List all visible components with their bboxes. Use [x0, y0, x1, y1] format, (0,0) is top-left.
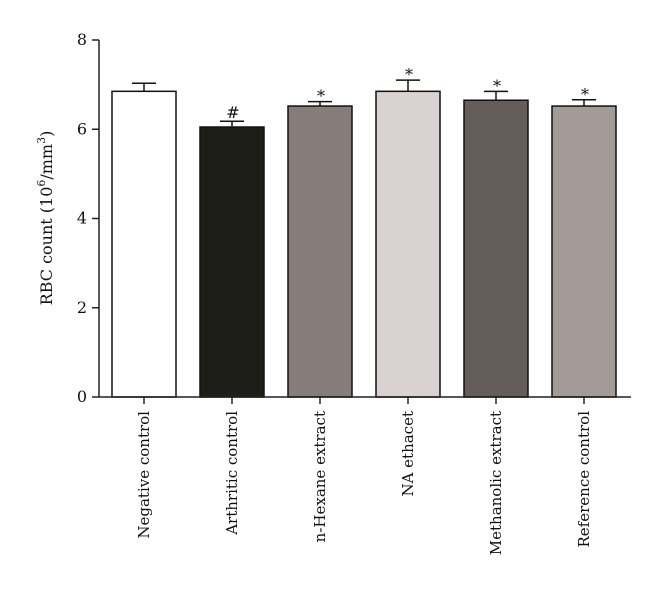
x-category-label: n-Hexane extract — [311, 411, 329, 542]
significance-marker: * — [581, 85, 589, 104]
y-axis-label-exp: 6 — [35, 180, 48, 187]
y-axis-label-unit: /mm — [37, 144, 56, 180]
y-tick-label: 2 — [77, 298, 87, 317]
error-bars-group — [132, 79, 596, 128]
y-axis-label-main: RBC count (10 — [37, 187, 56, 306]
y-axis: 0 2 4 6 8 — [77, 30, 100, 406]
significance-marker: * — [317, 87, 325, 106]
x-axis: Negative control Arthritic control n-Hexan… — [99, 396, 631, 555]
bars-group — [111, 90, 617, 398]
bar — [111, 90, 177, 398]
x-category-label: NA ethacet — [399, 411, 417, 497]
y-tick-label: 4 — [77, 209, 87, 228]
x-category-label: Arthritic control — [223, 411, 241, 536]
y-axis-label-unit-exp: 3 — [35, 137, 48, 144]
x-category-label: Negative control — [135, 411, 153, 539]
y-axis-label: RBC count (106/mm3) — [35, 131, 56, 306]
x-category-label: Methanolic extract — [487, 411, 505, 555]
significance-marker: * — [493, 76, 501, 95]
significance-marker: # — [226, 103, 239, 122]
y-tick-label: 8 — [77, 30, 87, 49]
bar — [199, 126, 265, 398]
y-tick-label: 6 — [77, 119, 87, 138]
y-axis-label-close: ) — [37, 131, 56, 137]
x-category-label: Reference control — [575, 411, 593, 548]
bar — [551, 105, 617, 398]
annotations-group: # * * * * — [226, 65, 589, 122]
bar — [287, 105, 353, 398]
significance-marker: * — [405, 65, 413, 84]
bar — [375, 90, 441, 398]
bar — [463, 99, 529, 398]
y-tick-label: 0 — [77, 387, 87, 406]
